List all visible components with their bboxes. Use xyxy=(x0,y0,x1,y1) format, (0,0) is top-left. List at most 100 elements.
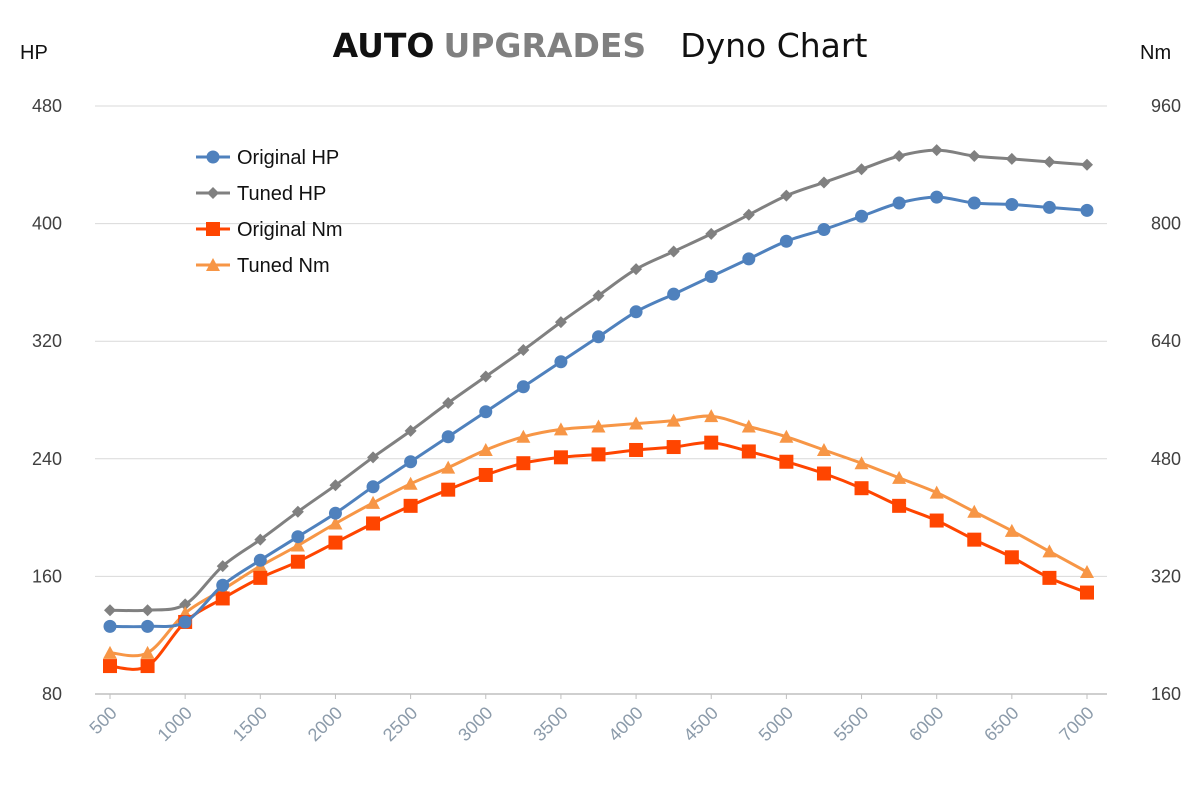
tuned-hp-point xyxy=(817,176,830,189)
tuned-nm-point xyxy=(892,470,907,484)
tuned-hp-point xyxy=(479,370,492,383)
tuned-nm-point xyxy=(140,645,155,659)
tuned-hp-point xyxy=(1081,158,1093,171)
x-tick-label: 5000 xyxy=(755,703,797,745)
original-nm-point xyxy=(779,454,794,469)
tuned-hp-point xyxy=(1043,155,1056,168)
original-nm-point xyxy=(892,498,907,513)
legend-tuned-nm-marker xyxy=(206,258,220,271)
brand-logo-upgrades: UPGRADES xyxy=(443,26,647,65)
original-nm-point xyxy=(591,447,606,462)
y-right-tick-label: 320 xyxy=(1151,566,1181,586)
original-hp-point xyxy=(704,270,718,284)
original-nm-point xyxy=(816,466,831,481)
legend-tuned-hp-label: Tuned HP xyxy=(237,183,326,205)
legend-original-nm-label: Original Nm xyxy=(237,219,343,241)
original-hp-point xyxy=(592,330,605,344)
legend-original-hp-marker xyxy=(206,150,220,164)
x-tick-label: 6000 xyxy=(905,703,947,745)
tuned-hp-point xyxy=(930,144,943,157)
tuned-nm-point xyxy=(854,456,869,470)
brand-logo-auto: AUTO xyxy=(332,26,435,65)
y-left-tick-label: 320 xyxy=(32,331,62,351)
original-nm-point xyxy=(704,435,719,450)
original-nm-point xyxy=(1004,550,1019,565)
original-nm-point xyxy=(215,591,230,606)
original-nm-point xyxy=(1080,585,1094,600)
original-hp-point xyxy=(629,305,643,319)
x-tick-label: 2000 xyxy=(304,703,346,745)
x-tick-label: 4500 xyxy=(680,703,722,745)
legend-original-hp-label: Original HP xyxy=(237,147,339,169)
x-tick-label: 6500 xyxy=(980,703,1022,745)
original-hp-point xyxy=(930,190,944,204)
tuned-hp-point xyxy=(592,289,605,302)
original-nm-point xyxy=(140,659,155,674)
x-tick-label: 3500 xyxy=(529,703,571,745)
tuned-hp-point xyxy=(554,316,567,329)
original-hp-point xyxy=(216,578,230,592)
original-hp-point xyxy=(141,619,155,633)
tuned-hp-point xyxy=(667,245,680,258)
tuned-hp-point xyxy=(1005,152,1018,165)
y-left-tick-label: 80 xyxy=(42,684,62,704)
original-hp-point xyxy=(742,252,756,266)
legend-tuned-nm-label: Tuned Nm xyxy=(237,255,330,277)
original-hp-point xyxy=(1080,203,1094,217)
original-nm-point xyxy=(441,482,456,497)
tuned-nm-point xyxy=(704,409,719,423)
legend-tuned-hp-marker xyxy=(207,187,219,199)
original-nm-point xyxy=(403,498,418,513)
left-axis-unit: HP xyxy=(20,42,48,64)
original-hp-point xyxy=(178,615,192,629)
x-tick-label: 1500 xyxy=(229,703,271,745)
tuned-hp-point xyxy=(630,263,643,276)
x-tick-label: 1000 xyxy=(154,703,196,745)
original-hp-point xyxy=(967,196,981,210)
tuned-hp-point xyxy=(179,598,192,611)
x-tick-label: 500 xyxy=(85,703,120,738)
original-nm-point xyxy=(741,444,756,459)
tuned-hp-point xyxy=(442,396,455,409)
original-nm-point xyxy=(366,516,381,531)
tuned-nm-point xyxy=(328,516,343,530)
original-hp-point xyxy=(103,619,117,633)
original-nm-point xyxy=(253,570,268,585)
x-tick-label: 7000 xyxy=(1055,703,1097,745)
y-right-tick-label: 480 xyxy=(1151,449,1181,469)
original-nm-point xyxy=(328,535,343,550)
original-hp-point xyxy=(1005,197,1019,211)
tuned-hp-point xyxy=(329,479,342,492)
original-hp-point xyxy=(1042,200,1056,214)
y-left-tick-label: 240 xyxy=(32,449,62,469)
chart-title: AUTO UPGRADES Dyno Chart xyxy=(0,26,1200,66)
x-tick-label: 4000 xyxy=(604,703,646,745)
y-right-tick-label: 800 xyxy=(1151,214,1181,234)
legend-original-nm-marker xyxy=(206,222,220,236)
y-left-tick-label: 160 xyxy=(32,566,62,586)
original-hp-point xyxy=(892,196,906,210)
tuned-hp-point xyxy=(517,344,530,357)
page-title: Dyno Chart xyxy=(680,26,868,65)
tuned-hp-point xyxy=(254,533,267,546)
tuned-nm-point xyxy=(591,419,606,433)
original-hp-point xyxy=(817,222,831,236)
tuned-nm-point xyxy=(741,419,756,433)
y-left-tick-label: 480 xyxy=(32,96,62,116)
tuned-hp-point xyxy=(780,189,793,202)
tuned-hp-point xyxy=(855,163,868,176)
original-hp-point xyxy=(779,234,793,248)
original-nm-point xyxy=(478,467,493,482)
tuned-hp-point xyxy=(742,208,755,221)
tuned-hp-point xyxy=(104,604,116,617)
tuned-nm-point xyxy=(516,429,531,443)
tuned-hp-point xyxy=(705,227,718,240)
tuned-nm-point xyxy=(1042,544,1057,558)
original-nm-point xyxy=(1042,570,1057,585)
tuned-nm-point xyxy=(403,476,418,490)
original-nm-point xyxy=(629,442,644,457)
original-hp-point xyxy=(366,480,380,494)
tuned-nm-point xyxy=(366,495,381,509)
tuned-nm-point xyxy=(967,504,982,518)
original-hp-point xyxy=(253,553,267,567)
